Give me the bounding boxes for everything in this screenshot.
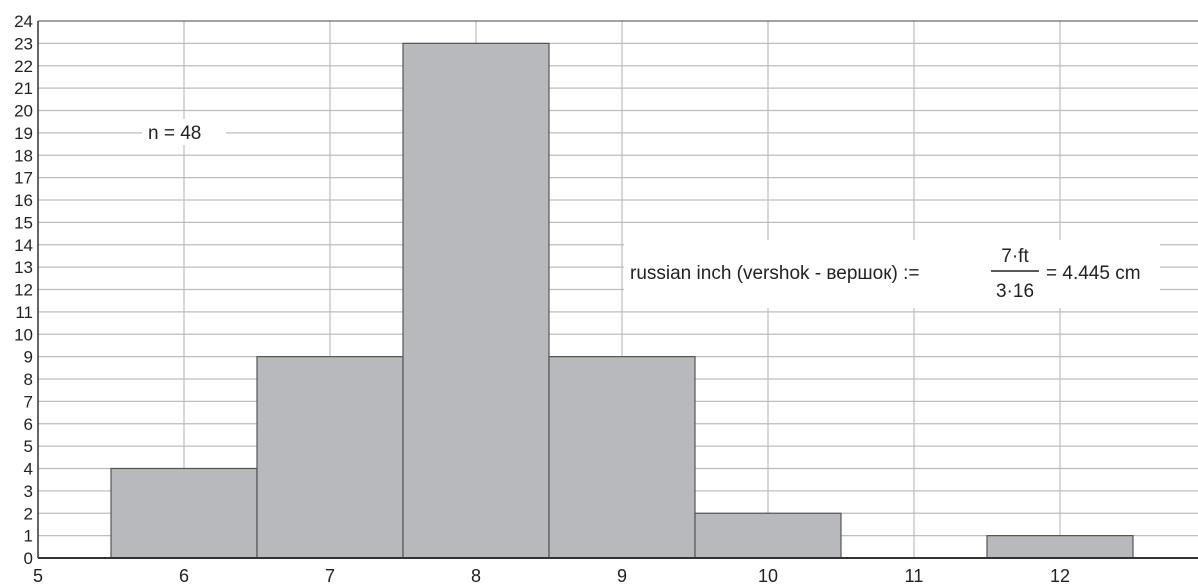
x-tick-label: 5 bbox=[33, 566, 43, 585]
bar-10 bbox=[694, 512, 842, 559]
x-tick-label: 10 bbox=[758, 566, 778, 585]
bar-9 bbox=[548, 356, 696, 559]
y-tick-label: 17 bbox=[14, 169, 33, 188]
y-tick-label: 0 bbox=[24, 549, 33, 568]
x-tick-labels: 5 6 7 8 9 10 11 12 bbox=[33, 566, 1070, 585]
formula-lhs: russian inch (vershok - вершок) := bbox=[630, 263, 920, 284]
bar-7 bbox=[256, 356, 404, 559]
y-tick-label: 16 bbox=[14, 191, 33, 210]
formula-numerator: 7·ft bbox=[1001, 246, 1029, 267]
y-tick-label: 24 bbox=[14, 12, 33, 31]
y-tick-label: 20 bbox=[14, 102, 33, 121]
y-tick-label: 9 bbox=[24, 348, 33, 367]
y-tick-label: 10 bbox=[14, 325, 33, 344]
x-tick-label: 6 bbox=[179, 566, 189, 585]
y-tick-label: 13 bbox=[14, 258, 33, 277]
y-tick-label: 5 bbox=[24, 437, 33, 456]
formula-rhs: = 4.445 cm bbox=[1046, 263, 1141, 284]
x-tick-label: 11 bbox=[905, 566, 924, 585]
x-tick-label: 9 bbox=[617, 566, 627, 585]
sample-size-bg bbox=[142, 119, 226, 145]
bar-12 bbox=[986, 535, 1134, 559]
y-tick-label: 18 bbox=[14, 146, 33, 165]
y-tick-label: 4 bbox=[24, 460, 33, 479]
y-tick-label: 2 bbox=[24, 504, 33, 523]
formula-bg bbox=[624, 240, 1160, 308]
y-tick-label: 6 bbox=[24, 415, 33, 434]
bars bbox=[110, 42, 1134, 559]
x-tick-label: 8 bbox=[471, 566, 481, 585]
y-tick-label: 22 bbox=[14, 57, 33, 76]
x-tick-label: 12 bbox=[1050, 566, 1070, 585]
y-tick-label: 15 bbox=[14, 213, 33, 232]
bar-8 bbox=[402, 42, 550, 559]
formula-denominator: 3·16 bbox=[996, 281, 1034, 302]
y-tick-label: 7 bbox=[24, 392, 33, 411]
y-tick-label: 14 bbox=[14, 236, 33, 255]
y-tick-label: 23 bbox=[14, 34, 33, 53]
y-tick-label: 1 bbox=[24, 527, 33, 546]
y-tick-label: 11 bbox=[15, 303, 33, 322]
y-tick-label: 19 bbox=[14, 124, 33, 143]
axes bbox=[37, 20, 1198, 559]
y-tick-label: 3 bbox=[24, 482, 33, 501]
y-tick-label: 21 bbox=[14, 79, 33, 98]
x-tick-label: 7 bbox=[325, 566, 335, 585]
bar-6 bbox=[110, 467, 258, 559]
y-tick-label: 8 bbox=[24, 370, 33, 389]
sample-size-annotation: n = 48 bbox=[148, 123, 201, 144]
y-tick-label: 12 bbox=[14, 281, 33, 300]
